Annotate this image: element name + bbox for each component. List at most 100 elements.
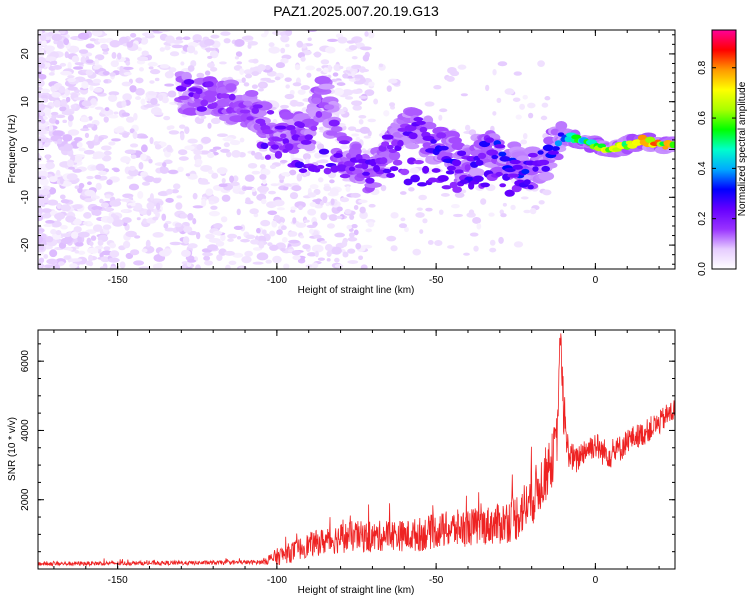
spectrogram-blob (452, 186, 462, 193)
spectrogram-blob (457, 150, 467, 157)
spectrogram-blob (399, 191, 407, 195)
spectrogram-blob (78, 231, 90, 238)
spectrogram-blob (164, 45, 171, 51)
spectrogram-blob (38, 214, 44, 222)
spectrogram-blob (521, 168, 530, 175)
spectrogram-blob (300, 85, 311, 91)
spectrogram-blob (38, 73, 47, 80)
spectrogram-blob (292, 255, 301, 261)
spectrogram-blob (597, 143, 607, 149)
spectrogram-blob (329, 179, 335, 184)
spectrogram-blob (195, 264, 201, 269)
spectrogram-blob (504, 88, 515, 95)
spectrogram-blob (347, 260, 359, 264)
spectrogram-blob (219, 61, 227, 65)
spectrogram-blob (320, 59, 330, 65)
spectrogram-blob (95, 163, 105, 171)
spectrogram-blob (267, 210, 278, 216)
spectrogram-blob (334, 264, 344, 268)
spectrogram-blob (294, 64, 301, 71)
spectrogram-blob (190, 60, 197, 67)
spectrogram-blob (283, 263, 290, 269)
spectrogram-blob (350, 192, 361, 198)
spectrogram-blob (316, 164, 325, 169)
spectrogram-blob (507, 173, 520, 178)
spectrogram-blob (234, 56, 240, 60)
spectrogram-blob (246, 116, 254, 121)
spectrogram-blob (362, 150, 371, 155)
spectrogram-blob (277, 181, 286, 187)
spectrogram-blob (52, 65, 63, 70)
spectrogram-blob (480, 198, 487, 205)
spectrogram-blob (235, 51, 243, 57)
spectrogram-blob (509, 159, 521, 165)
spectrogram-blob (182, 236, 190, 244)
spectrogram-blob (208, 200, 215, 205)
spectrogram-blob (349, 214, 355, 220)
spectrogram-blob (221, 194, 231, 202)
spectrogram-blob (367, 221, 375, 228)
spectrogram-blob (108, 141, 116, 146)
spectrogram-blob (109, 72, 116, 77)
colorbar-tick-label: 0.0 (697, 262, 708, 276)
spectrogram-blob (447, 67, 457, 74)
spectrogram-blob (122, 66, 134, 71)
spectrogram-blob (244, 250, 253, 257)
spectrogram-blob (49, 249, 58, 258)
spectrogram-blob (245, 73, 253, 79)
spectrogram-blob (358, 119, 364, 125)
spectrogram-blob (275, 62, 286, 69)
spectrogram-blob (183, 78, 195, 85)
spectrogram-blob (335, 164, 348, 172)
spectrogram-blob (86, 175, 94, 180)
spectrogram-blob (81, 81, 89, 89)
spectrogram-blob (451, 204, 460, 209)
spectrogram-blob (544, 96, 551, 101)
spectrogram-x-tick-label: 0 (593, 275, 599, 286)
spectrogram-blob (152, 216, 159, 221)
spectrogram-blob (112, 218, 124, 227)
spectrogram-blob (56, 40, 64, 48)
spectrogram-blob (71, 104, 76, 111)
spectrogram-blob (329, 187, 339, 195)
spectrogram-blob (354, 74, 364, 79)
spectrogram-blob (138, 162, 144, 170)
spectrogram-blob (424, 101, 435, 107)
spectrogram-blob (129, 143, 139, 148)
spectrogram-blob (398, 223, 408, 229)
spectrogram-blob (342, 177, 352, 182)
spectrogram-blob (146, 201, 155, 210)
spectrogram-blob (108, 91, 120, 96)
spectrogram-blob (390, 245, 398, 252)
spectrogram-blob (540, 115, 548, 121)
spectrogram-blob (92, 78, 102, 84)
spectrogram-blob (334, 232, 346, 238)
snr-x-axis-label: Height of straight line (km) (298, 585, 415, 596)
spectrogram-blob (45, 235, 54, 243)
spectrogram-blob (74, 62, 84, 66)
spectrogram-blob (486, 149, 499, 156)
spectrogram-blob (187, 65, 195, 72)
spectrogram-blob (464, 124, 471, 131)
spectrogram-blob (125, 230, 137, 238)
spectrogram-blob (499, 156, 511, 162)
spectrogram-blob (141, 32, 154, 37)
spectrogram-blob (52, 130, 64, 137)
spectrogram-blob (480, 182, 490, 188)
spectrogram-blob (280, 247, 286, 252)
spectrogram-blob (94, 58, 99, 66)
spectrogram-blob (439, 108, 448, 113)
spectrogram-blob (282, 138, 290, 145)
spectrogram-blob (434, 239, 443, 246)
spectrogram-blob (152, 263, 161, 269)
colorbar-tick-label: 0.2 (697, 211, 708, 225)
spectrogram-blob (101, 155, 112, 162)
spectrogram-blob (364, 31, 369, 37)
spectrogram-blob (454, 169, 464, 174)
spectrogram-blob (218, 183, 228, 188)
spectrogram-blob (216, 167, 228, 175)
spectrogram-blob (60, 237, 72, 245)
spectrogram-blob (252, 261, 264, 265)
spectrogram-blob (103, 79, 109, 84)
spectrogram-blob (175, 36, 184, 41)
